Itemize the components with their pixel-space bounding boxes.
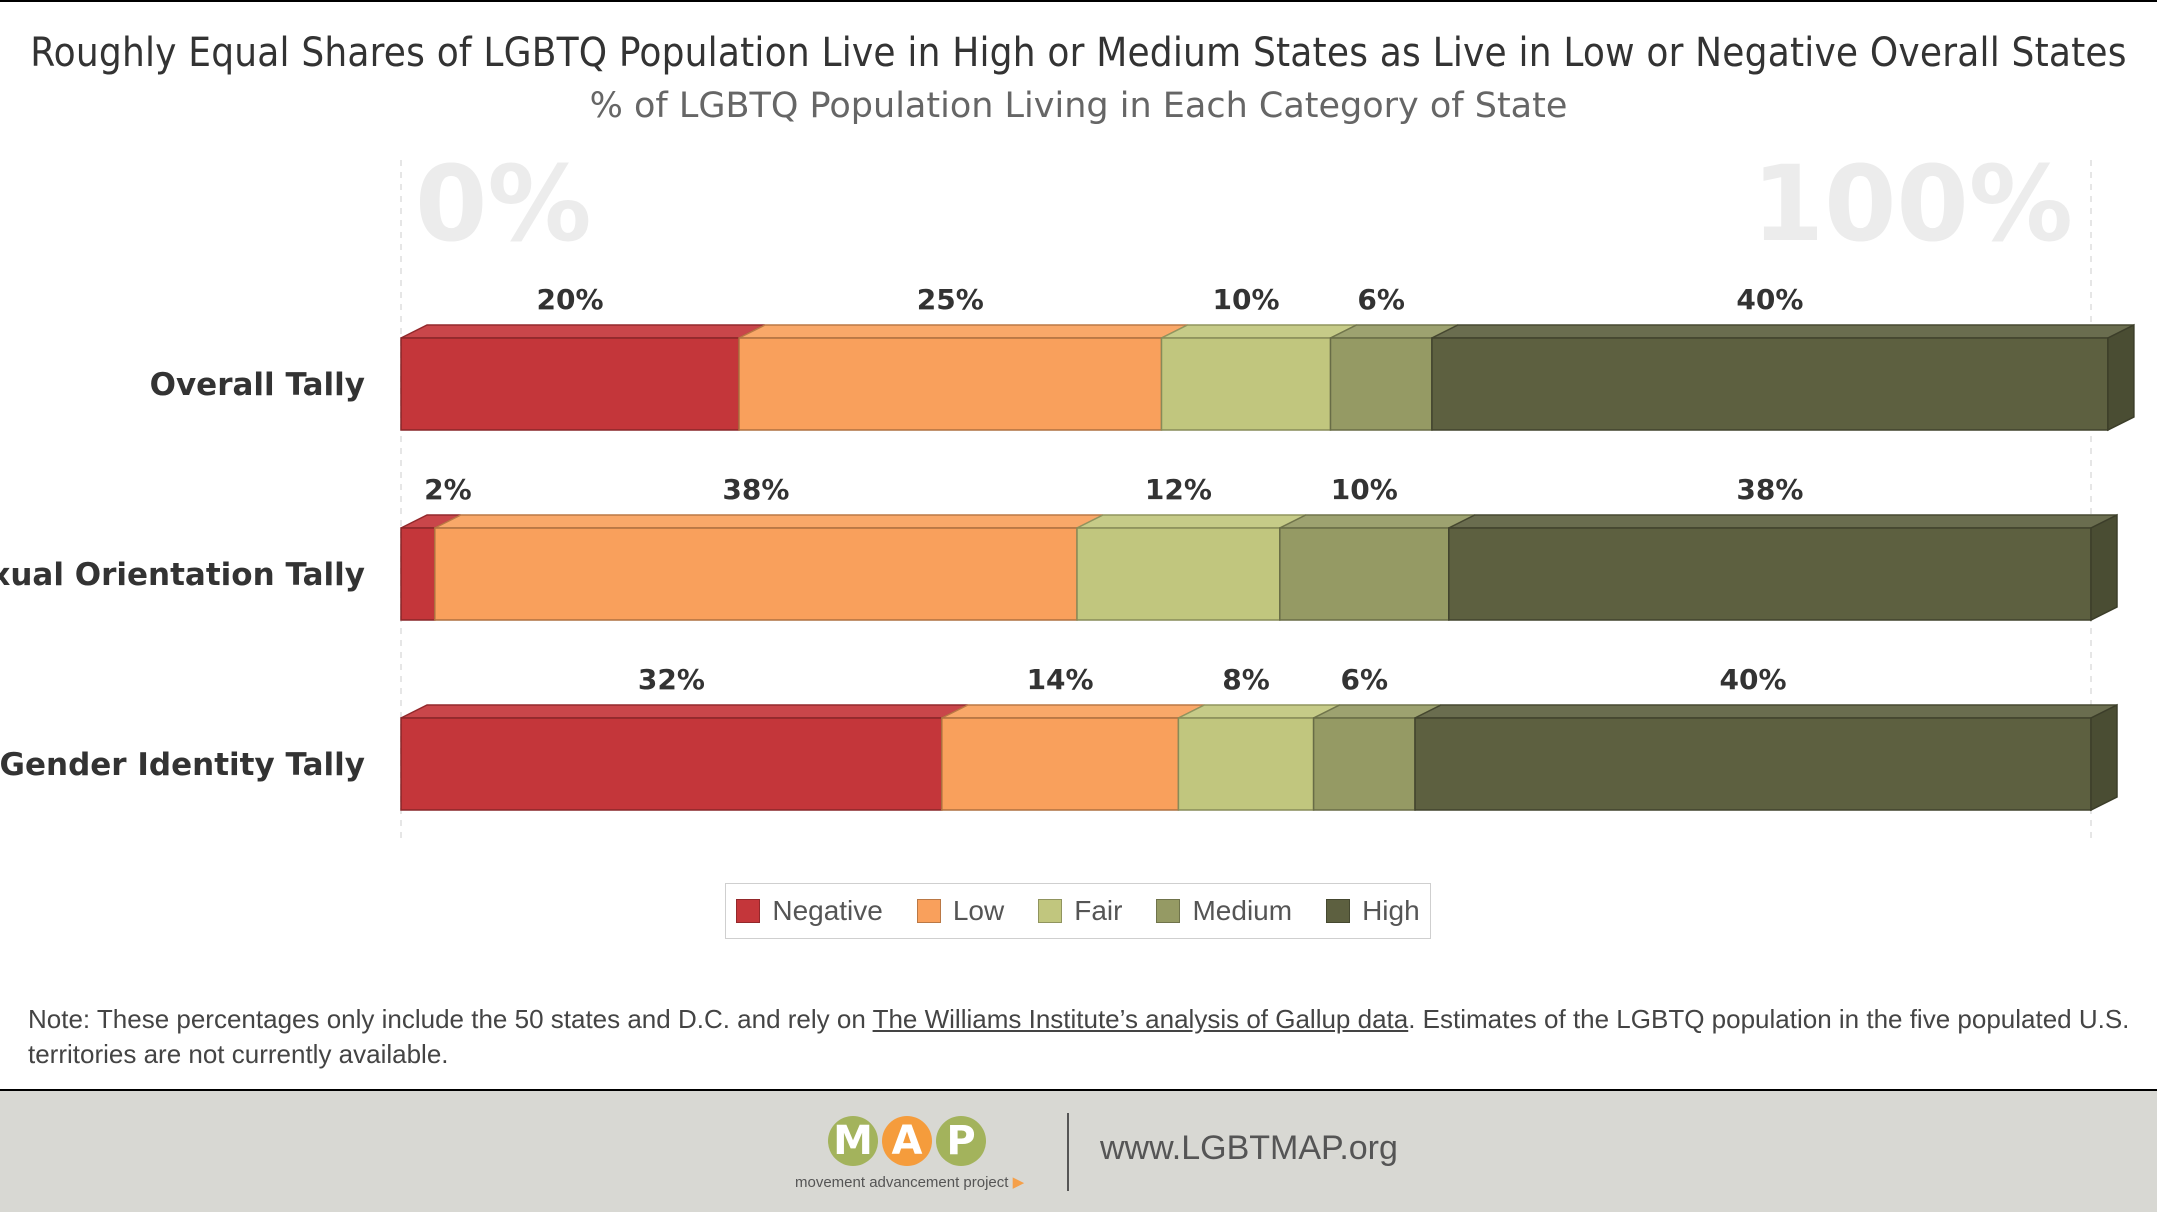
data-label: 20%	[536, 283, 603, 316]
data-label: 2%	[424, 473, 472, 506]
category-label: Sexual Orientation Tally	[0, 557, 365, 593]
legend-swatch	[1326, 899, 1351, 923]
bar-segment	[434, 527, 1078, 621]
bar-top-face	[400, 704, 969, 719]
data-label: 38%	[1736, 473, 1803, 506]
data-label: 32%	[638, 663, 705, 696]
legend-item: High	[1326, 895, 1420, 927]
data-label: 10%	[1212, 283, 1279, 316]
chart-legend: Negative Low Fair Medium High	[725, 883, 1431, 939]
bar-segment	[400, 337, 740, 431]
bar-top-face	[1279, 514, 1476, 529]
data-label: 40%	[1719, 663, 1786, 696]
bar-top-face	[1178, 704, 1340, 719]
footnote: Note: These percentages only include the…	[28, 1002, 2138, 1072]
axis-label-max: 100%	[1752, 143, 2073, 265]
data-label: 40%	[1736, 283, 1803, 316]
bar-top-face	[434, 514, 1104, 529]
data-label: 8%	[1222, 663, 1270, 696]
bar-segment	[1414, 717, 2092, 811]
top-rule	[0, 0, 2157, 2]
bar-segment	[1076, 527, 1281, 621]
legend-item: Low	[916, 895, 1005, 927]
data-label: 6%	[1341, 663, 1389, 696]
category-label: Overall Tally	[150, 367, 365, 403]
footer-divider	[1067, 1113, 1069, 1191]
legend-swatch	[1038, 899, 1063, 923]
bar-segment	[400, 527, 436, 621]
chart-title: Roughly Equal Shares of LGBTQ Population…	[30, 30, 2127, 76]
legend-label: Negative	[772, 895, 883, 926]
legend-label: High	[1362, 895, 1420, 926]
bar-segment	[1279, 527, 1450, 621]
legend-item: Medium	[1156, 895, 1292, 927]
legend-label: Fair	[1074, 895, 1123, 926]
bar-top-face	[1161, 324, 1357, 339]
bar-top-face	[1448, 514, 2118, 529]
stacked-bar-chart: 0% 100% Overall Tally 20% 25% 10% 6% 40% Sexual …	[0, 143, 2135, 840]
legend-item: Fair	[1038, 895, 1122, 927]
data-label: 6%	[1357, 283, 1405, 316]
logo-letter: P	[936, 1116, 986, 1166]
bar-top-face	[738, 324, 1188, 339]
data-label: 38%	[722, 473, 789, 506]
footnote-suffix: . Estimates of the LGBTQ population in t…	[28, 1004, 2130, 1069]
logo-tagline-text: movement advancement project	[795, 1174, 1009, 1191]
bar-segment	[941, 717, 1180, 811]
bar-top-face	[941, 704, 1205, 719]
legend-label: Low	[952, 895, 1005, 926]
bar-top-face	[1431, 324, 2135, 339]
axis-label-min: 0%	[415, 143, 592, 265]
play-triangle-icon: ▶	[1012, 1174, 1025, 1191]
category-label: Gender Identity Tally	[0, 747, 365, 783]
bar-side-face	[2107, 323, 2135, 432]
data-label: 10%	[1331, 473, 1398, 506]
data-label: 12%	[1145, 473, 1212, 506]
logo-tagline: movement advancement project ▶	[795, 1173, 1024, 1191]
data-label: 14%	[1027, 663, 1094, 696]
legend-swatch	[736, 899, 761, 923]
bar-top-face	[400, 324, 766, 339]
footnote-prefix: Note: These percentages only include the…	[28, 1004, 873, 1034]
bar-segment	[400, 717, 943, 811]
bar-top-face	[1076, 514, 1307, 529]
bar-segment	[1312, 717, 1416, 811]
bar-side-face	[2090, 703, 2118, 812]
bar-side-face	[2090, 513, 2118, 622]
bar-segment	[738, 337, 1163, 431]
legend-swatch	[1156, 899, 1181, 923]
bar-segment	[1448, 527, 2092, 621]
website-link[interactable]: www.LGBTMAP.org	[1100, 1129, 1398, 1167]
chart-subtitle: % of LGBTQ Population Living in Each Cat…	[589, 86, 1568, 126]
bar-segment	[1329, 337, 1433, 431]
bar-segment	[1177, 717, 1315, 811]
data-label: 25%	[917, 283, 984, 316]
legend-item: Negative	[736, 895, 883, 927]
williams-institute-link[interactable]: The Williams Institute’s analysis of Gal…	[872, 1004, 1409, 1034]
bar-segment	[1431, 337, 2109, 431]
bar-top-face	[1414, 704, 2118, 719]
legend-swatch	[916, 899, 941, 923]
logo-letter: M	[828, 1116, 878, 1166]
bar-segment	[1160, 337, 1332, 431]
legend-label: Medium	[1192, 895, 1293, 926]
logo-letter: A	[882, 1116, 932, 1166]
